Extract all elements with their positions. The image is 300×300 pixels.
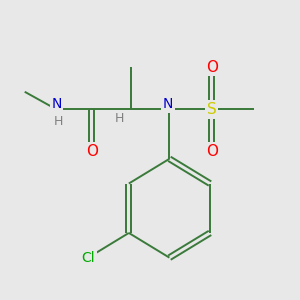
Text: N: N: [163, 97, 173, 111]
Text: Cl: Cl: [81, 250, 95, 265]
Text: H: H: [115, 112, 124, 125]
Text: S: S: [207, 102, 217, 117]
Text: O: O: [86, 144, 98, 159]
Text: H: H: [53, 115, 63, 128]
Text: O: O: [206, 144, 218, 159]
Text: O: O: [206, 60, 218, 75]
Text: N: N: [51, 97, 62, 111]
